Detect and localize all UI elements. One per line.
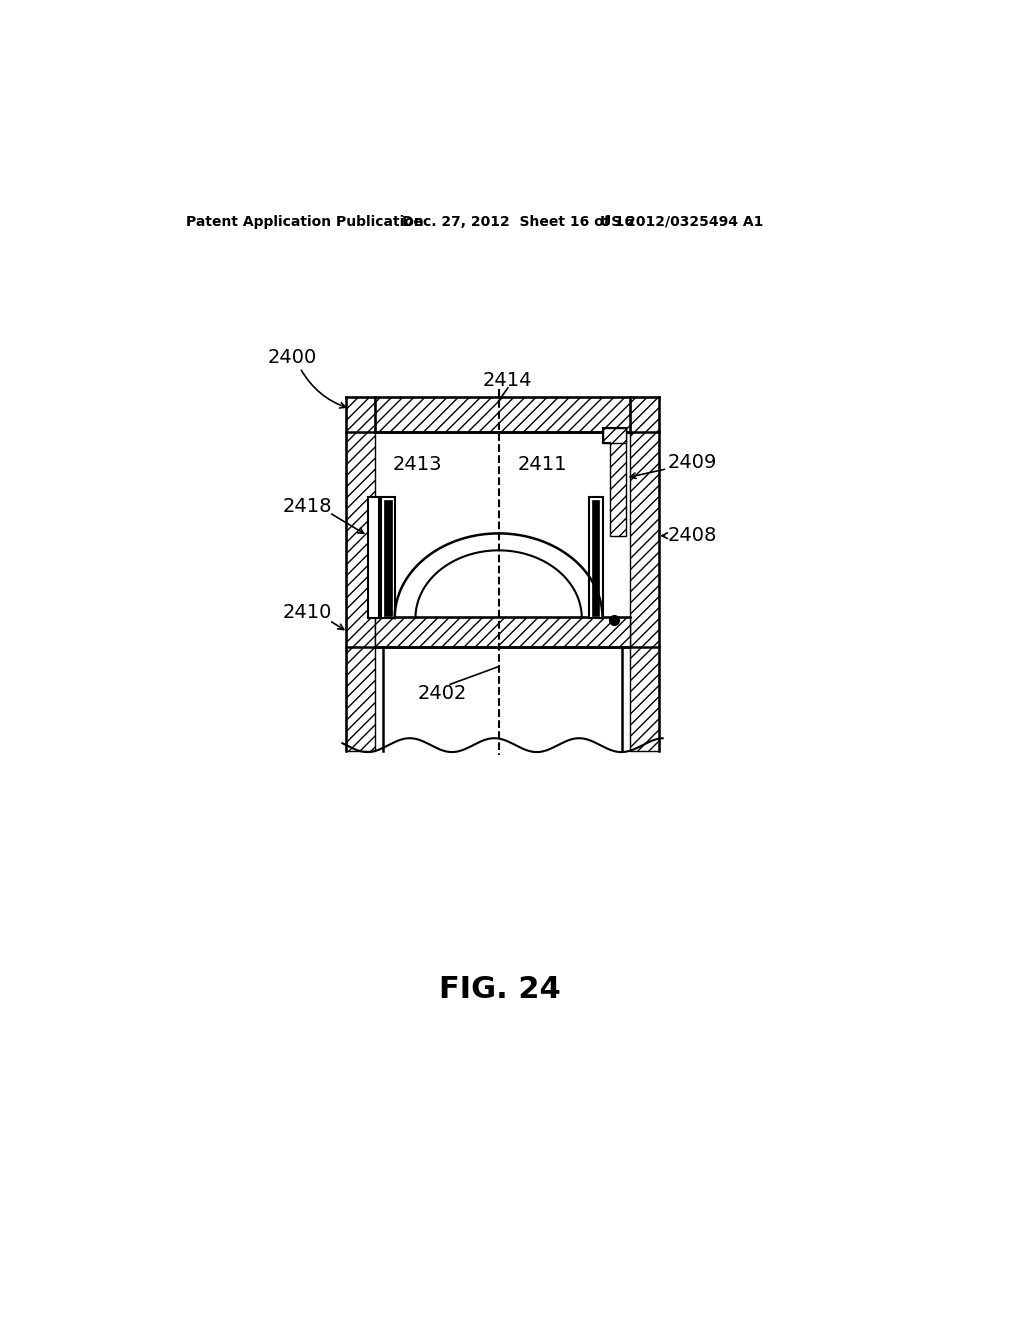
Bar: [376, 397, 630, 432]
Text: 2418: 2418: [283, 496, 333, 516]
Text: Patent Application Publication: Patent Application Publication: [186, 215, 424, 228]
Bar: [602, 428, 626, 444]
Bar: [384, 499, 391, 615]
Text: 2414: 2414: [483, 371, 532, 389]
Text: 2411: 2411: [518, 455, 567, 474]
Text: 2402: 2402: [418, 684, 467, 704]
Text: 2409: 2409: [668, 453, 718, 473]
Text: 2408: 2408: [668, 527, 718, 545]
Bar: [381, 498, 394, 618]
Bar: [610, 428, 626, 536]
Bar: [368, 498, 379, 618]
Bar: [630, 397, 658, 751]
Text: 2400: 2400: [267, 347, 316, 367]
Bar: [592, 499, 599, 615]
Text: US 2012/0325494 A1: US 2012/0325494 A1: [600, 215, 764, 228]
Text: Dec. 27, 2012  Sheet 16 of 16: Dec. 27, 2012 Sheet 16 of 16: [401, 215, 634, 228]
Bar: [376, 616, 630, 647]
Text: FIG. 24: FIG. 24: [439, 975, 561, 1005]
Bar: [589, 498, 602, 618]
Text: 2413: 2413: [392, 455, 441, 474]
Text: 2410: 2410: [283, 603, 333, 622]
Bar: [346, 397, 376, 751]
